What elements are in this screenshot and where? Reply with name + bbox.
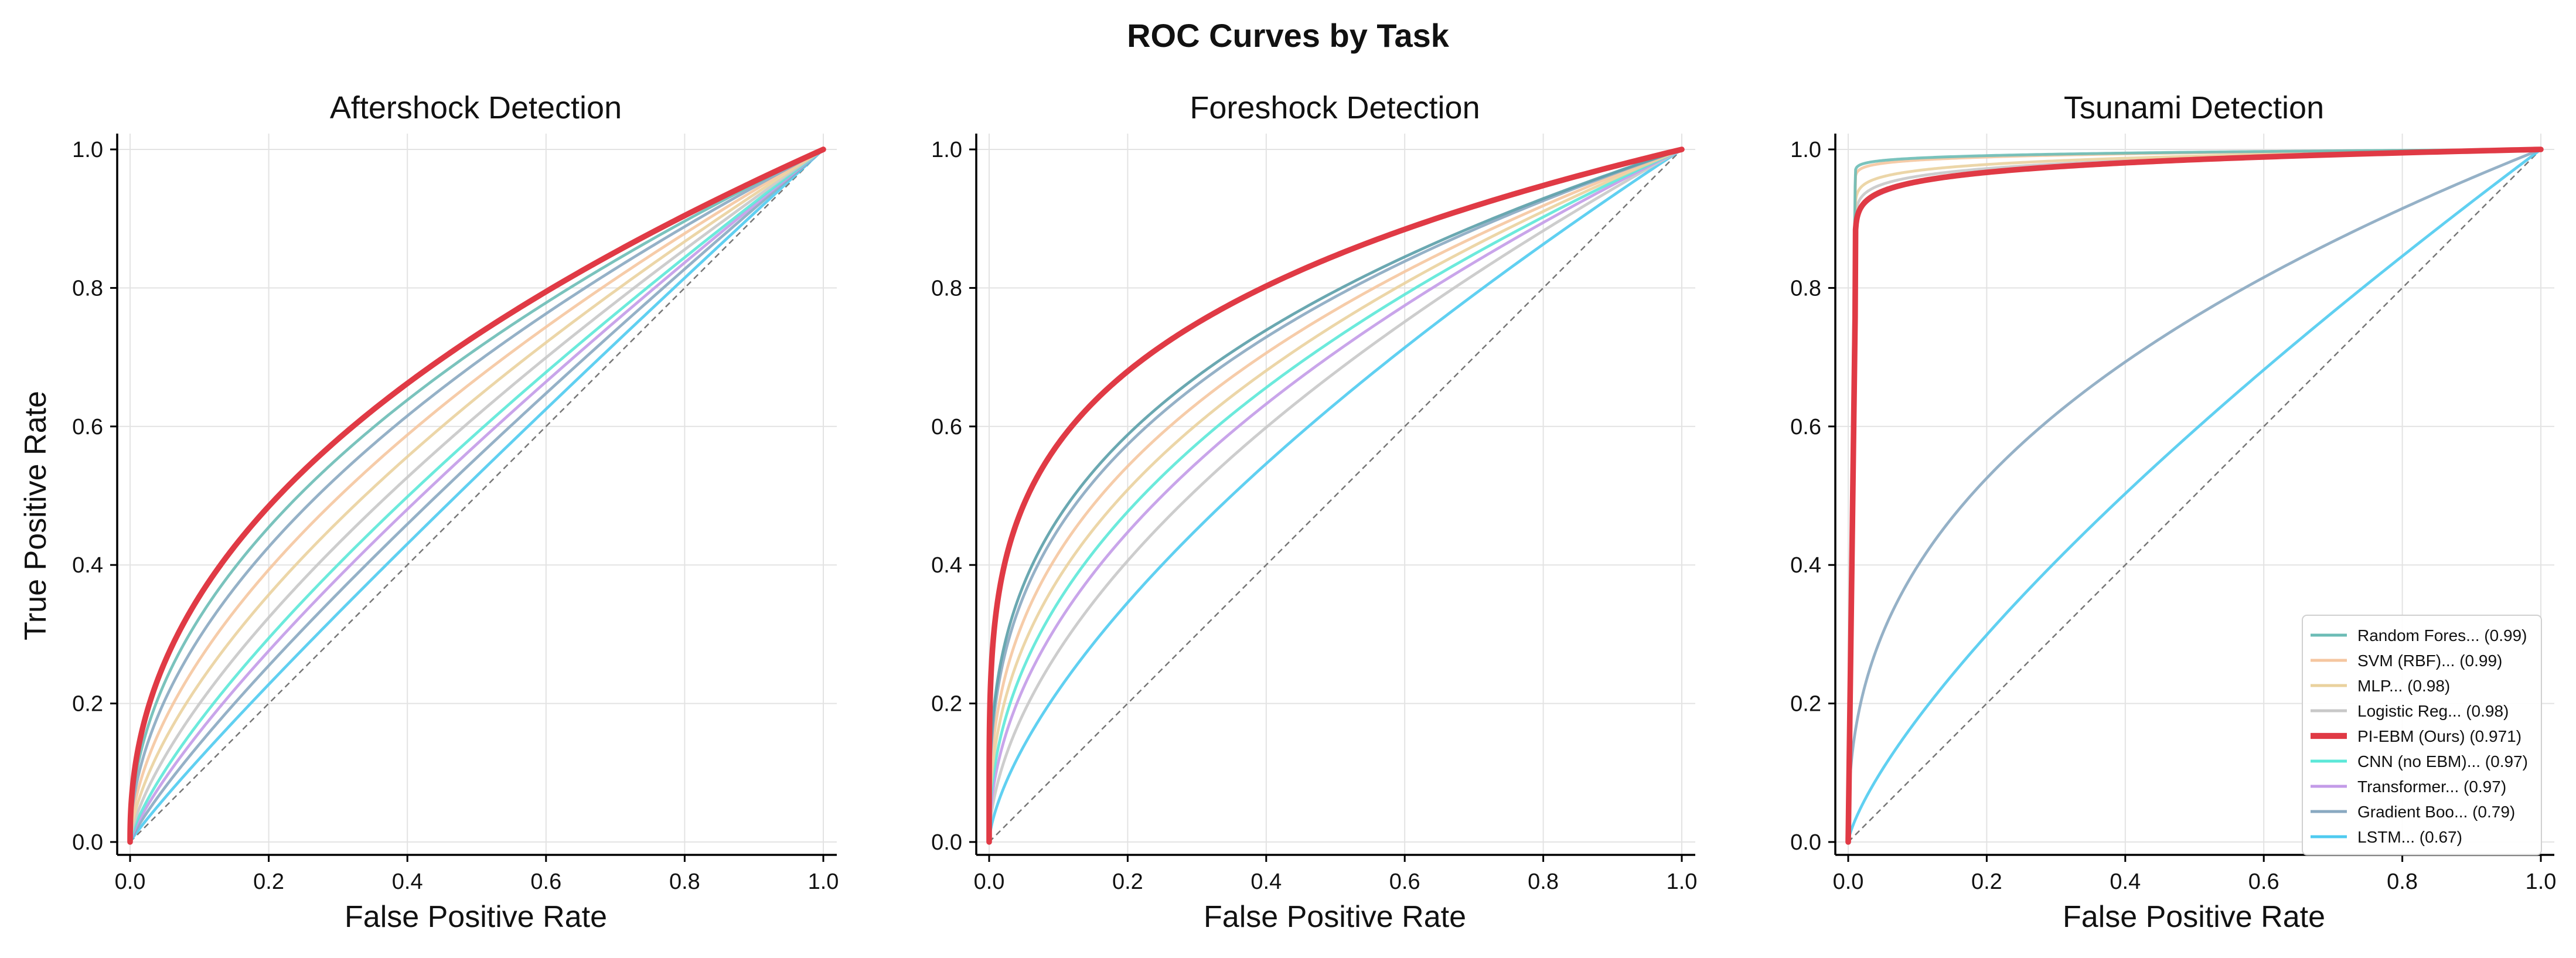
plot-area: 0.0 0.2 0.4 0.6 0.8 1.0 0.0 0.2 0.4 0.6 0.8 1.0 <box>72 134 839 894</box>
y-tick-label: 0.2 <box>72 692 103 717</box>
x-tick-label: 1.0 <box>2526 870 2557 894</box>
y-tick-label: 1.0 <box>1790 138 1821 162</box>
x-tick-label: 0.0 <box>1833 870 1864 894</box>
x-tick-label: 0.2 <box>253 870 284 894</box>
legend-label: CNN (no EBM)... (0.97) <box>2357 752 2528 771</box>
roc-curve-gradient-boosting <box>1846 148 2543 844</box>
y-tick-label: 0.0 <box>72 830 103 855</box>
roc-curve-cnn-no-ebm- <box>987 148 1684 844</box>
chance-diagonal-line <box>1848 149 2541 843</box>
roc-curve-lstm <box>987 148 1684 844</box>
y-tick-label: 0.0 <box>1790 830 1821 855</box>
plot-area: 0.0 0.2 0.4 0.6 0.8 1.0 0.0 0.2 0.4 0.6 0.8 1.0 <box>931 134 1697 894</box>
legend-box <box>2302 615 2542 855</box>
panel-foreshock: Foreshock Detection False Positive Rate … <box>931 90 1697 934</box>
panel-title: Tsunami Detection <box>2064 90 2324 125</box>
x-tick-label: 0.2 <box>1971 870 2002 894</box>
legend: Random Fores... (0.99) SVM (RBF)... (0.99… <box>2302 615 2542 855</box>
x-axis-label: False Positive Rate <box>345 900 607 934</box>
y-tick-label: 0.8 <box>72 276 103 301</box>
y-tick-label: 0.0 <box>931 830 962 855</box>
legend-label: Transformer... (0.97) <box>2357 778 2506 796</box>
chance-diagonal-line <box>989 149 1682 843</box>
legend-label: SVM (RBF)... (0.99) <box>2357 652 2502 670</box>
y-axis-label: True Positive Rate <box>19 391 53 640</box>
roc-curve-random-forest <box>1846 148 2543 844</box>
legend-label: Gradient Boo... (0.79) <box>2357 803 2515 821</box>
legend-label: LSTM... (0.67) <box>2357 828 2462 846</box>
x-axis-label: False Positive Rate <box>1204 900 1466 934</box>
y-tick-label: 0.4 <box>72 553 103 578</box>
x-tick-label: 0.6 <box>2248 870 2279 894</box>
x-tick-label: 1.0 <box>1667 870 1698 894</box>
roc-curve-logistic-regression <box>987 148 1684 844</box>
y-tick-label: 0.6 <box>931 415 962 439</box>
x-tick-label: 0.2 <box>1112 870 1143 894</box>
x-tick-label: 0.0 <box>115 870 146 894</box>
x-tick-label: 1.0 <box>808 870 839 894</box>
x-tick-label: 0.0 <box>974 870 1005 894</box>
roc-curve-pi-ebm-ours- <box>1845 146 2544 845</box>
chance-diagonal-line <box>130 149 824 843</box>
x-tick-label: 0.6 <box>530 870 561 894</box>
roc-curve-svm-rbf- <box>987 148 1684 844</box>
panel-title: Aftershock Detection <box>330 90 622 125</box>
y-tick-label: 1.0 <box>72 138 103 162</box>
y-tick-label: 0.2 <box>1790 692 1821 717</box>
roc-curve-svm-rbf- <box>128 148 825 844</box>
x-axis-label: False Positive Rate <box>2063 900 2325 934</box>
roc-curve-logistic-regression <box>128 148 825 844</box>
legend-label: Random Fores... (0.99) <box>2357 626 2527 645</box>
x-tick-label: 0.4 <box>1250 870 1282 894</box>
y-tick-label: 0.8 <box>1790 276 1821 301</box>
legend-label: PI-EBM (Ours) (0.971) <box>2357 727 2522 745</box>
plot-area: 0.0 0.2 0.4 0.6 0.8 1.0 0.0 0.2 0.4 0.6 0.8 1.0 Rand… <box>1790 134 2556 894</box>
panel-tsunami: Tsunami Detection False Positive Rate 0.… <box>1790 90 2556 934</box>
x-tick-label: 0.6 <box>1389 870 1420 894</box>
y-tick-label: 0.6 <box>1790 415 1821 439</box>
roc-curve-pi-ebm-ours- <box>127 146 826 845</box>
roc-curve-lstm <box>128 148 825 844</box>
roc-curve-lstm <box>1846 148 2543 844</box>
roc-curve-mlp <box>128 148 825 844</box>
y-tick-label: 0.4 <box>931 553 962 578</box>
x-tick-label: 0.8 <box>2387 870 2418 894</box>
x-tick-label: 0.8 <box>669 870 700 894</box>
x-tick-label: 0.4 <box>392 870 423 894</box>
roc-curve-mlp <box>987 148 1684 844</box>
y-tick-label: 1.0 <box>931 138 962 162</box>
x-tick-label: 0.4 <box>2110 870 2141 894</box>
y-tick-label: 0.4 <box>1790 553 1821 578</box>
x-tick-label: 0.8 <box>1528 870 1559 894</box>
roc-curve-transformer <box>987 148 1684 844</box>
roc-curve-transformer <box>128 148 825 844</box>
roc-curve-pi-ebm-ours- <box>986 146 1685 845</box>
roc-curve-gradient-boosting <box>987 148 1684 844</box>
y-tick-label: 0.6 <box>72 415 103 439</box>
y-tick-label: 0.2 <box>931 692 962 717</box>
roc-curve-gradient-boosting <box>128 148 825 844</box>
panel-title: Foreshock Detection <box>1190 90 1480 125</box>
legend-label: MLP... (0.98) <box>2357 677 2450 695</box>
figure-title: ROC Curves by Task <box>1127 17 1450 54</box>
roc-curve-gradient-boosting <box>128 148 825 844</box>
legend-label: Logistic Reg... (0.98) <box>2357 702 2509 720</box>
roc-curve-cnn-no-ebm- <box>128 148 825 844</box>
y-tick-label: 0.8 <box>931 276 962 301</box>
roc-curve-random-forest <box>128 148 825 844</box>
panel-aftershock: Aftershock Detection False Positive Rate… <box>19 90 839 934</box>
roc-curve-random-forest <box>987 148 1684 844</box>
